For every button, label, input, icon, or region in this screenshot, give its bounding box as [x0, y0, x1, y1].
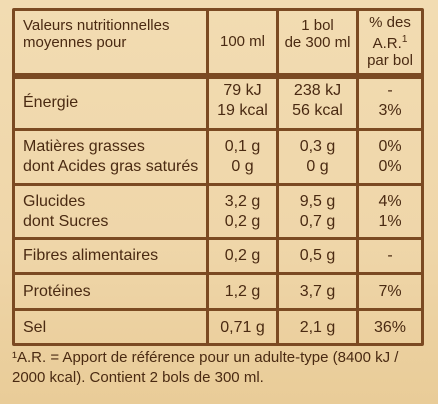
row-divider: [15, 128, 421, 131]
matieres-grasses-100ml: 0,1 g 0 g: [224, 138, 261, 175]
row-label-proteines: Protéines: [23, 283, 91, 300]
header-divider: [15, 73, 421, 79]
row-label-energie: Énergie: [23, 94, 79, 111]
proteines-bol: 3,7 g: [299, 283, 336, 300]
matieres-grasses-ar: 0% 0%: [378, 138, 402, 175]
column-divider: [206, 11, 209, 343]
header-100ml: 100 ml: [219, 33, 266, 50]
glucides-bol: 9,5 g 0,7 g: [299, 193, 336, 230]
proteines-ar: 7%: [378, 283, 402, 300]
row-divider: [15, 237, 421, 240]
energie-100ml: 79 kJ 19 kcal: [217, 82, 268, 119]
glucides-100ml: 3,2 g 0,2 g: [224, 193, 261, 230]
proteines-100ml: 1,2 g: [224, 283, 261, 300]
row-divider: [15, 272, 421, 275]
sel-bol: 2,1 g: [299, 319, 336, 336]
nutrition-table: Valeurs nutritionnelles moyennes pour 10…: [12, 8, 424, 346]
energie-bol: 238 kJ 56 kcal: [292, 82, 343, 119]
column-divider: [356, 11, 359, 343]
footnote: ¹A.R. = Apport de référence pour un adul…: [12, 349, 399, 386]
row-label-sel: Sel: [23, 319, 47, 336]
row-divider: [15, 183, 421, 186]
fibres-ar: -: [387, 247, 393, 264]
header-ar: % des A.R.1 par bol: [367, 14, 413, 69]
fibres-bol: 0,5 g: [299, 247, 336, 264]
row-label-fibres: Fibres alimentaires: [23, 247, 159, 264]
matieres-grasses-bol: 0,3 g 0 g: [299, 138, 336, 175]
row-label-glucides: Glucides dont Sucres: [23, 193, 109, 230]
header-label: Valeurs nutritionnelles moyennes pour: [23, 17, 170, 51]
sel-ar: 36%: [373, 319, 407, 336]
fibres-100ml: 0,2 g: [224, 247, 261, 264]
sel-100ml: 0,71 g: [220, 319, 265, 336]
header-bol: 1 bol de 300 ml: [284, 17, 351, 51]
energie-ar: - 3%: [378, 82, 402, 119]
column-divider: [276, 11, 279, 343]
row-divider: [15, 308, 421, 311]
row-label-matieres-grasses: Matières grasses dont Acides gras saturé…: [23, 138, 199, 175]
glucides-ar: 4% 1%: [378, 193, 402, 230]
